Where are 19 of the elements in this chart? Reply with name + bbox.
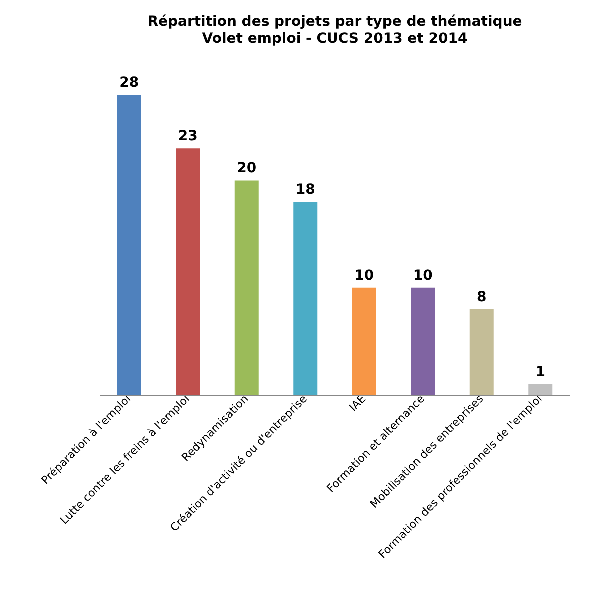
chart-subtitle: Volet emploi - CUCS 2013 et 2014 [202, 31, 468, 47]
data-label: 18 [296, 182, 316, 198]
data-label: 10 [413, 268, 434, 284]
data-label: 1 [536, 364, 546, 380]
data-label: 23 [178, 128, 198, 145]
data-label: 20 [237, 160, 257, 177]
bar [528, 384, 553, 395]
bar [294, 202, 318, 395]
chart-title: Répartition des projets par type de thématique [148, 14, 522, 30]
data-label: 28 [120, 75, 140, 91]
data-label: 10 [354, 268, 374, 284]
bar [117, 95, 142, 395]
bar [352, 288, 376, 395]
bar [470, 309, 494, 395]
bar [411, 288, 436, 395]
x-tick-label: IAE [346, 392, 369, 414]
data-label: 8 [477, 289, 487, 306]
bar [234, 180, 259, 395]
bar [176, 148, 200, 395]
